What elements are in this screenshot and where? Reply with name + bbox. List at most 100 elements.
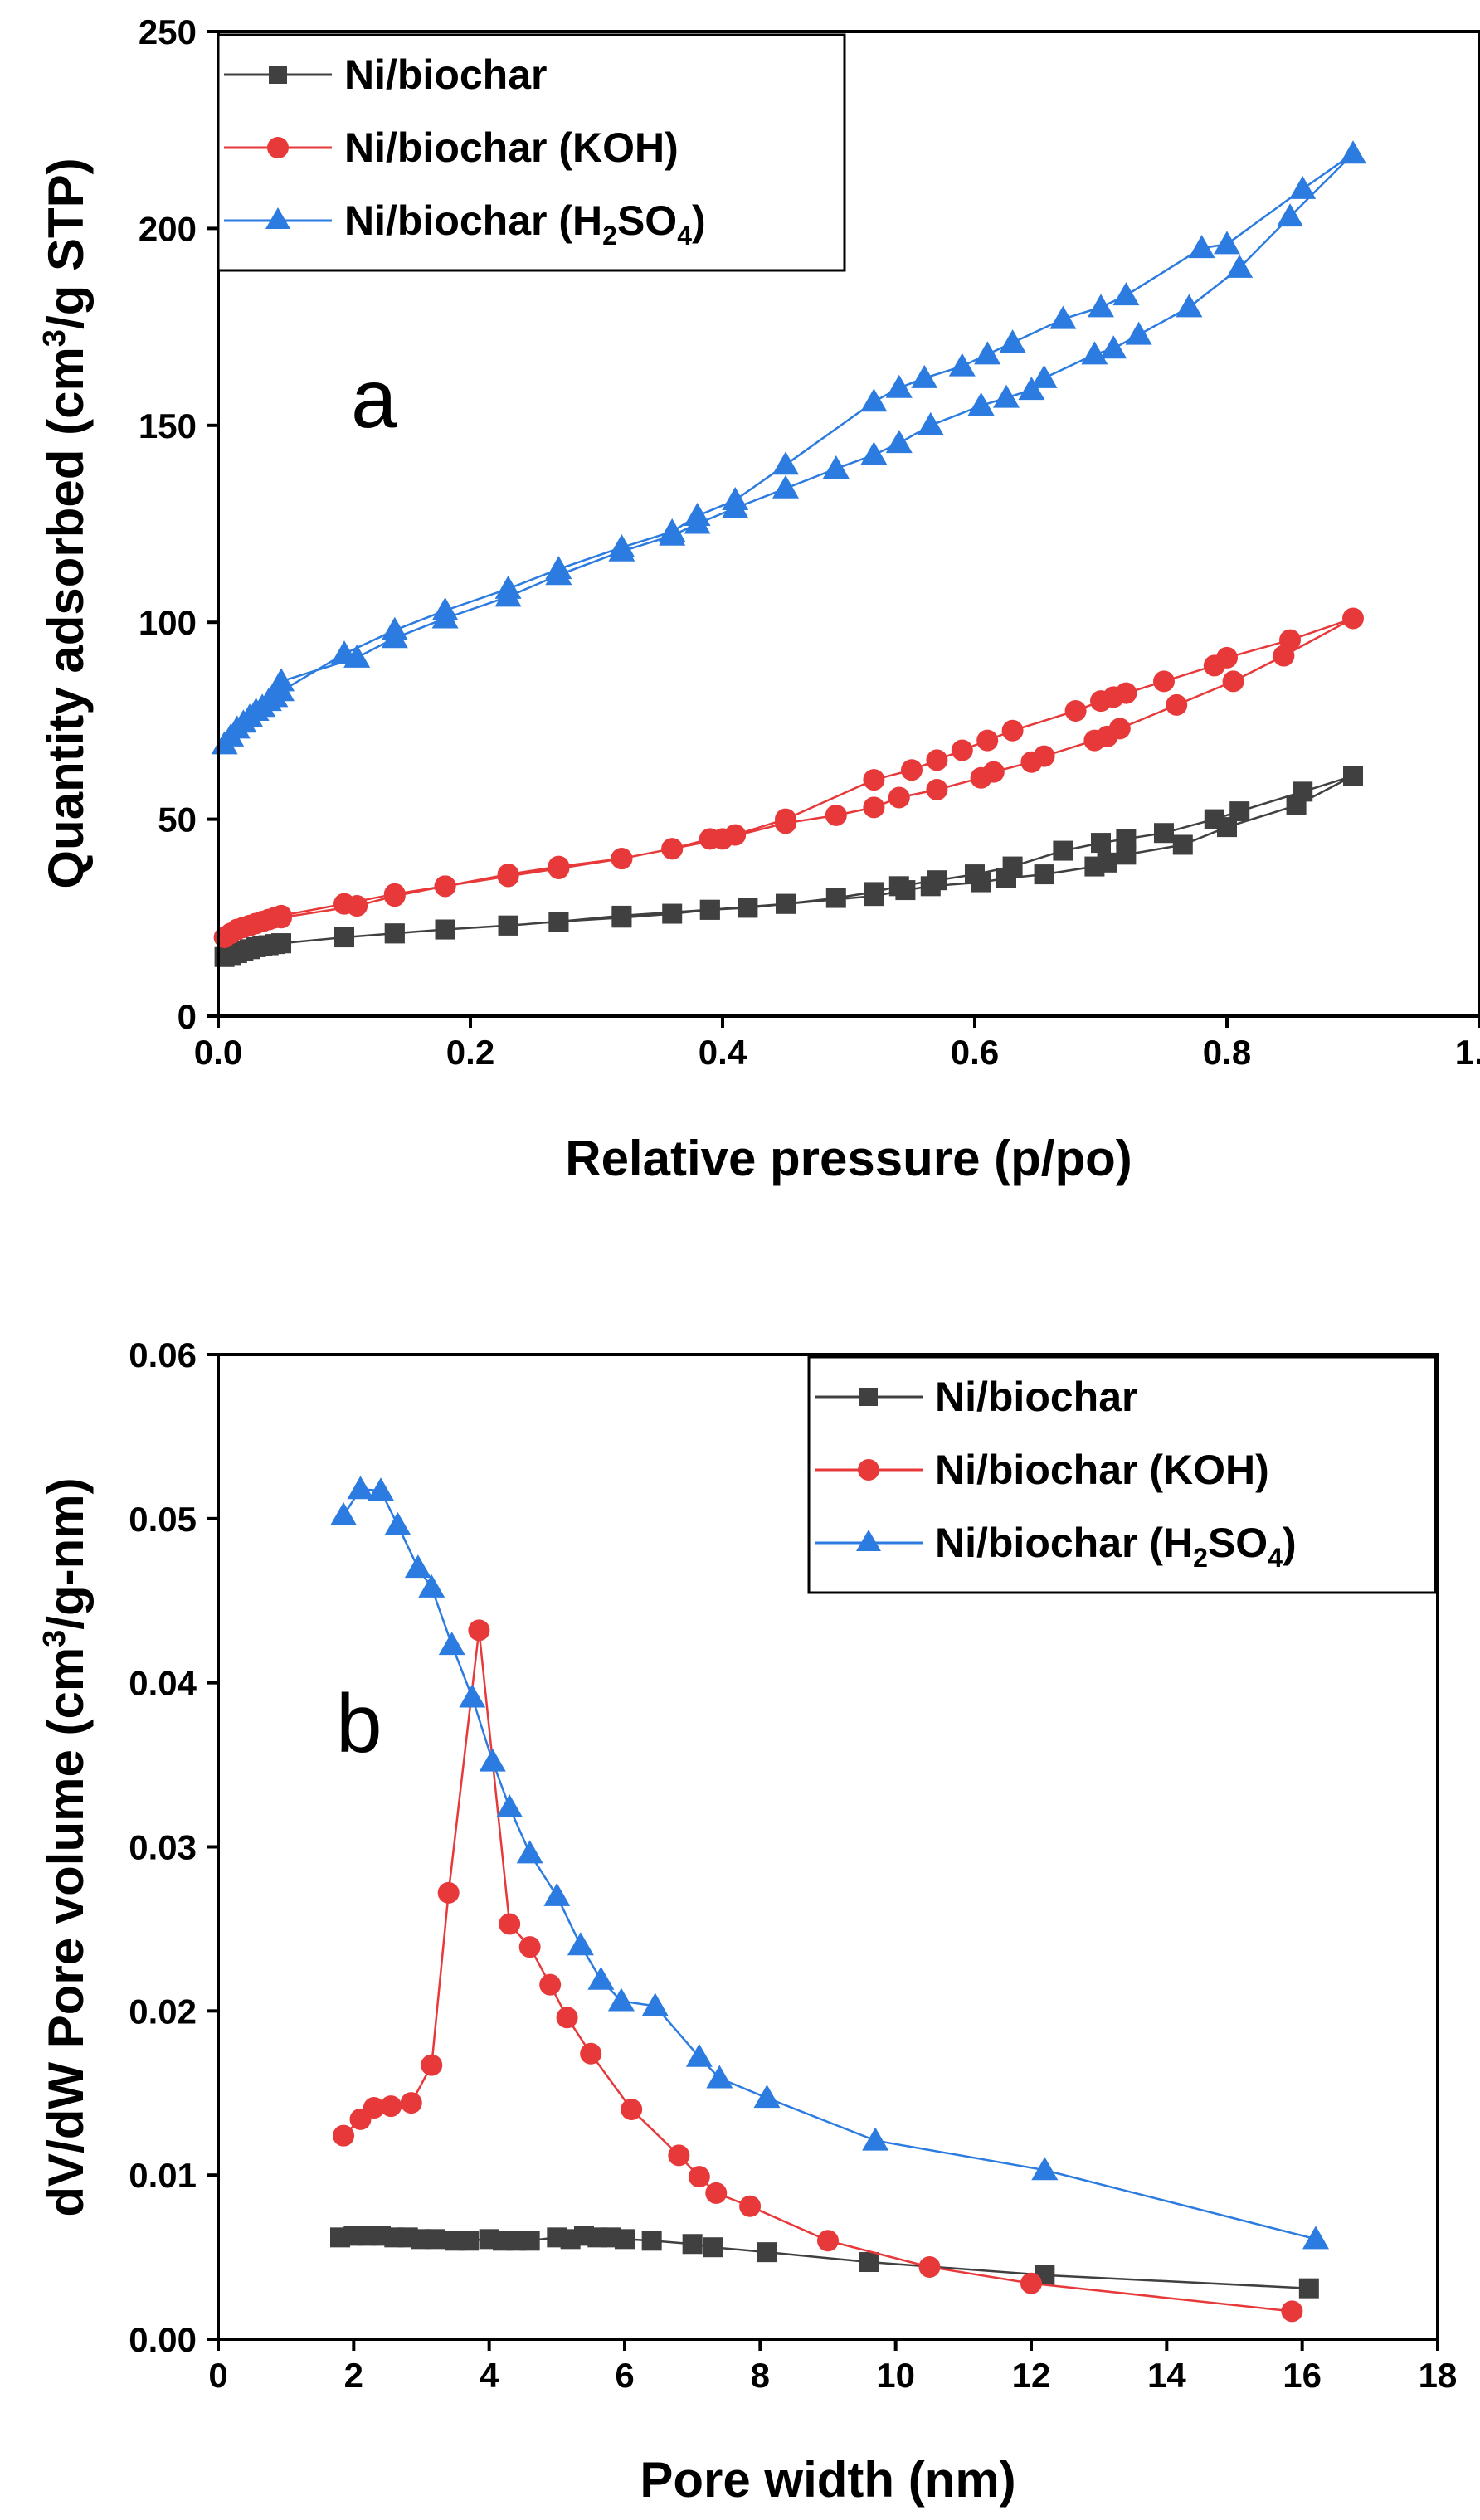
chart-a-point-s2-54 (497, 865, 519, 888)
chart-b-point-s2-5 (421, 2054, 443, 2076)
chart-a-point-s1-49 (548, 912, 569, 932)
chart-a-xlabel: Relative pressure (p/po) (565, 1131, 1132, 1186)
chart-b-xtick-label: 12 (1012, 2356, 1051, 2395)
chart-b-xtick-label: 16 (1283, 2356, 1322, 2395)
chart-a-point-s2-24 (976, 729, 999, 752)
chart-a-point-s2-20 (863, 769, 885, 791)
chart-b-point-s2-21 (1281, 2300, 1303, 2323)
chart-a-point-s2-30 (1153, 670, 1175, 693)
chart-a-point-s1-29 (1154, 823, 1174, 844)
chart-b-point-s1-13 (519, 2231, 540, 2251)
chart-a-point-s1-51 (435, 919, 455, 940)
chart-b-point-s1-19 (615, 2229, 635, 2250)
chart-b-point-s2-15 (688, 2166, 710, 2188)
chart-b-panel-letter: b (336, 1677, 382, 1770)
chart-b-ytick-label: 0.04 (129, 1664, 197, 1703)
chart-a-point-s3-55 (381, 625, 408, 649)
chart-a-point-s2-47 (863, 796, 885, 819)
chart-b-ytick-label: 0.02 (129, 1992, 197, 2031)
chart-a-point-s3-22 (911, 364, 938, 388)
chart-a-legend: Ni/biochar Ni/biochar (KOH) Ni/biochar (… (217, 33, 846, 272)
chart-a-point-s3-49 (684, 510, 711, 534)
chart-b-point-s1-7 (425, 2229, 445, 2250)
chart-a-point-s1-18 (738, 898, 758, 918)
chart-a-point-s1-45 (864, 886, 884, 907)
chart-a-point-s1-34 (1286, 795, 1307, 815)
chart-b-point-s3-17 (706, 2065, 733, 2089)
chart-b-xtick-label: 14 (1147, 2356, 1186, 2395)
chart-a-point-s1-48 (611, 905, 632, 926)
chart-b-point-s1-22 (703, 2237, 723, 2258)
chart-a-point-s3-46 (822, 455, 850, 479)
legend-a-marker-3 (265, 207, 290, 229)
chart-a-point-s1-50 (498, 915, 518, 936)
chart-a-ytick-label: 100 (139, 603, 197, 642)
chart-a-point-s2-58 (270, 907, 292, 929)
chart-b-legend: Ni/biochar Ni/biochar (KOH) Ni/biochar (… (807, 1355, 1437, 1594)
chart-b-point-s2-9 (518, 1936, 541, 1958)
chart-a-point-s1-46 (776, 893, 796, 914)
chart-b-point-s1-26 (1298, 2278, 1319, 2299)
chart-a-point-s2-21 (901, 759, 923, 781)
chart-a-point-s1-39 (1084, 856, 1105, 877)
chart-b-point-s1-24 (859, 2252, 879, 2273)
chart-a-point-s2-29 (1115, 682, 1137, 704)
chart-a-point-s2-53 (548, 857, 570, 879)
chart-a-ytick-label: 50 (158, 800, 197, 839)
chart-a-point-s3-50 (659, 522, 686, 546)
chart-b-point-s2-7 (468, 1619, 490, 1642)
legend-b-marker-1 (859, 1388, 878, 1406)
chart-a-point-s2-32 (1216, 646, 1238, 669)
chart-b-point-s1-20 (641, 2231, 662, 2251)
chart-a-point-s3-20 (860, 388, 888, 412)
chart-a-point-s3-54 (431, 605, 459, 629)
chart-a-xtick-label: 0.4 (699, 1033, 747, 1072)
legend-b-label-2: Ni/biochar (KOH) (935, 1447, 1269, 1493)
chart-a-xtick-label: 1.0 (1455, 1033, 1480, 1072)
chart-b-point-s3-20 (1031, 2157, 1059, 2181)
chart-a-point-s2-52 (611, 848, 633, 870)
chart-a-point-s3-45 (860, 441, 888, 465)
chart-b-point-s1-23 (757, 2242, 777, 2263)
chart-a-series (211, 140, 1366, 967)
legend-a-label-1: Ni/biochar (344, 51, 547, 98)
chart-a-point-s3-44 (885, 430, 913, 454)
chart-a-xtick-label: 0.8 (1203, 1033, 1251, 1072)
chart-a-point-s2-46 (888, 786, 910, 809)
chart-a-point-s3-19 (772, 451, 799, 475)
chart-b-xtick-label: 18 (1419, 2356, 1458, 2395)
chart-a-point-s3-57 (268, 668, 295, 692)
chart-a-point-s2-36 (1222, 670, 1244, 693)
chart-b-point-s2-0 (333, 2124, 355, 2147)
chart-b-point-s3-4 (404, 1554, 431, 1579)
chart-a-point-s2-44 (970, 766, 992, 789)
chart-b-xlabel: Pore width (nm) (640, 2452, 1015, 2508)
chart-a-point-s2-51 (661, 838, 684, 860)
chart-b-point-s3-6 (438, 1632, 465, 1656)
chart-a-point-s1-44 (895, 880, 916, 901)
chart-a-point-s3-48 (722, 494, 749, 518)
chart-a-point-s2-42 (1020, 751, 1043, 773)
chart-b-point-s3-21 (1302, 2226, 1329, 2250)
chart-a-ytick-label: 0 (178, 997, 197, 1036)
chart-a-point-s3-24 (974, 341, 1001, 365)
chart-a-panel-letter: a (351, 353, 397, 445)
chart-a-point-s1-41 (996, 868, 1016, 888)
chart-a-point-s1-42 (971, 872, 991, 893)
chart-b-point-s3-2 (368, 1477, 394, 1501)
chart-a-point-s1-43 (920, 876, 941, 897)
chart-b-point-s2-12 (580, 2042, 602, 2065)
chart-a-point-s2-25 (1001, 719, 1024, 742)
chart-a-point-s3-39 (1030, 364, 1058, 388)
chart-a-xtick-label: 0.6 (951, 1033, 999, 1072)
chart-a-point-s1-36 (1172, 834, 1193, 855)
chart-a-point-s3-42 (967, 392, 995, 416)
chart-a-point-s3-33 (1277, 203, 1303, 227)
chart-b-point-s3-11 (543, 1882, 571, 1906)
chart-a-point-s3-41 (993, 384, 1020, 408)
chart-b-point-s2-4 (400, 2092, 422, 2114)
chart-b-point-s2-11 (556, 2007, 578, 2029)
legend-b-marker-3 (856, 1530, 881, 1551)
chart-a-point-s2-34 (1342, 607, 1364, 630)
